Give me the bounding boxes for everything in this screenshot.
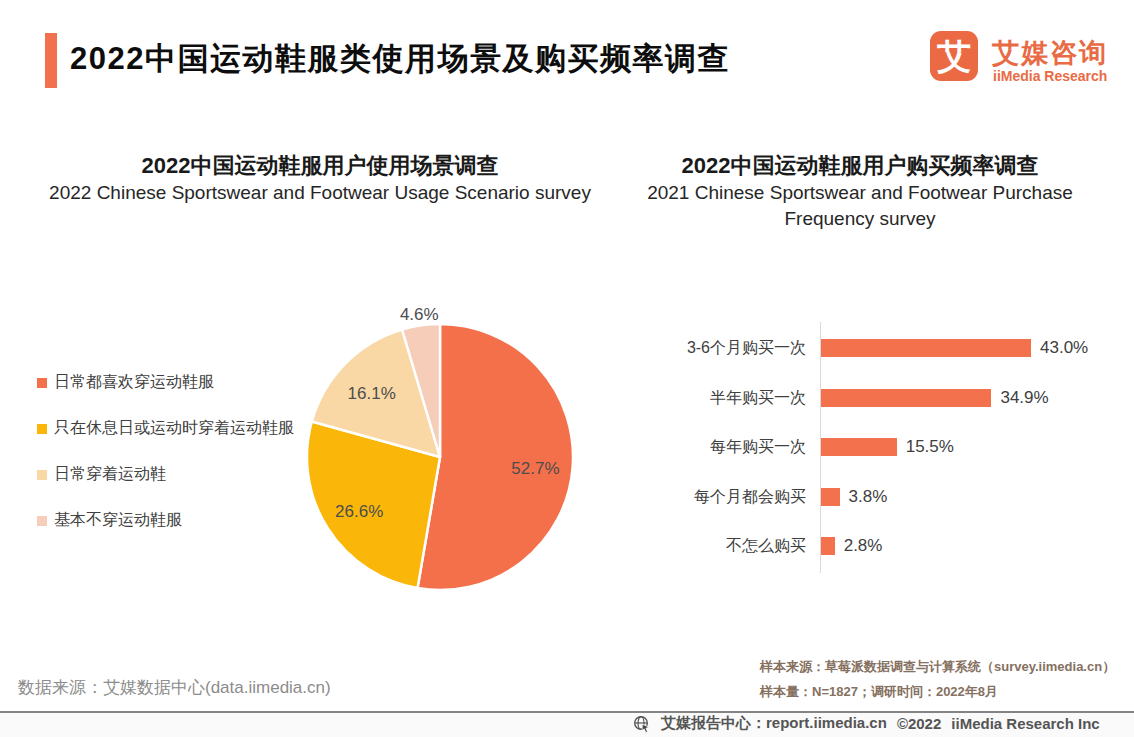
- bar-category-label: 半年购买一次: [620, 388, 806, 408]
- data-source-note: 数据来源：艾媒数据中心(data.iimedia.cn): [18, 676, 331, 699]
- bar: [821, 537, 835, 555]
- bar-chart-title: 2022中国运动鞋服用户购买频率调查: [645, 151, 1075, 181]
- footer-report-center: 艾媒报告中心：report.iimedia.cn: [661, 714, 887, 733]
- bar-value-label: 3.8%: [849, 487, 888, 507]
- title-accent-bar: [45, 33, 57, 88]
- bar: [821, 339, 1031, 357]
- legend-item: 日常都喜欢穿运动鞋服: [37, 372, 214, 393]
- legend-marker: [37, 424, 47, 434]
- bar-category-label: 3-6个月购买一次: [620, 338, 806, 358]
- pie-chart-subtitle: 2022 Chinese Sportswear and Footwear Usa…: [20, 180, 620, 206]
- bar-value-label: 2.8%: [844, 536, 883, 556]
- bar-value-label: 34.9%: [1000, 388, 1048, 408]
- legend-label: 日常穿着运动鞋: [54, 464, 166, 485]
- footer-company: iiMedia Research Inc: [951, 715, 1099, 732]
- pie-value-label: 16.1%: [348, 384, 396, 404]
- legend-item: 只在休息日或运动时穿着运动鞋服: [37, 418, 294, 439]
- sample-size-note: 样本量：N=1827；调研时间：2022年8月: [760, 683, 998, 701]
- legend-marker: [37, 470, 47, 480]
- pie-value-label: 52.7%: [511, 459, 559, 479]
- footer-copyright: ©2022: [897, 715, 941, 732]
- legend-label: 只在休息日或运动时穿着运动鞋服: [54, 418, 294, 439]
- legend-item: 日常穿着运动鞋: [37, 464, 166, 485]
- bar-value-label: 43.0%: [1040, 338, 1088, 358]
- bar-category-label: 每个月都会购买: [620, 487, 806, 507]
- legend-item: 基本不穿运动鞋服: [37, 510, 182, 531]
- page-title: 2022中国运动鞋服类使用场景及购买频率调查: [70, 38, 730, 80]
- bar: [821, 389, 991, 407]
- footer: 艾媒报告中心：report.iimedia.cn ©2022 iiMedia R…: [633, 714, 1100, 733]
- logo-glyph: 艾: [937, 39, 971, 73]
- legend-label: 日常都喜欢穿运动鞋服: [54, 372, 214, 393]
- legend-label: 基本不穿运动鞋服: [54, 510, 182, 531]
- bar-value-label: 15.5%: [906, 437, 954, 457]
- pie-value-label: 26.6%: [335, 502, 383, 522]
- iimedia-logo-icon: 艾: [930, 31, 978, 81]
- pie-value-label: 4.6%: [400, 305, 439, 325]
- brand-name-cn: 艾媒咨询: [992, 35, 1108, 71]
- legend-marker: [37, 516, 47, 526]
- bar-chart-subtitle: 2021 Chinese Sportswear and Footwear Pur…: [645, 180, 1075, 232]
- pie-chart-title: 2022中国运动鞋服用户使用场景调查: [20, 151, 620, 181]
- sample-source-note: 样本来源：草莓派数据调查与计算系统（survey.iimedia.cn）: [760, 658, 1115, 676]
- bar-category-label: 不怎么购买: [620, 536, 806, 556]
- bar: [821, 438, 897, 456]
- bar: [821, 488, 840, 506]
- globe-cursor-icon: [633, 715, 651, 733]
- bar-category-label: 每年购买一次: [620, 437, 806, 457]
- report-page: 2022中国运动鞋服类使用场景及购买频率调查 艾 艾媒咨询 iiMedia Re…: [0, 0, 1134, 737]
- pie-chart: [290, 307, 590, 607]
- legend-marker: [37, 378, 47, 388]
- brand-name-en: iiMedia Research: [993, 68, 1107, 84]
